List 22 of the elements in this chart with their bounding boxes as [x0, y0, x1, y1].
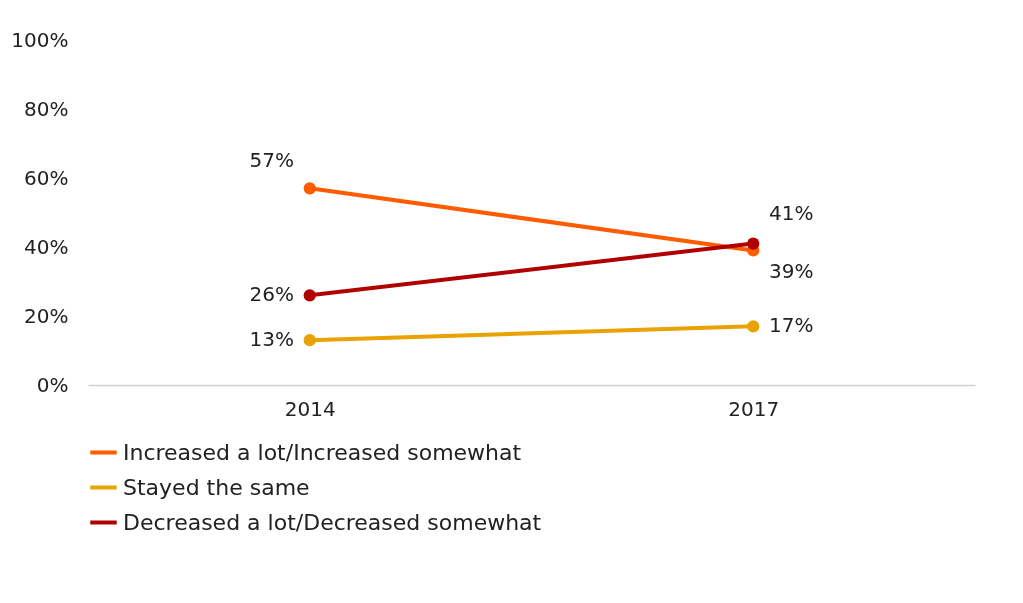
legend-label: Increased a lot/Increased somewhat [123, 439, 522, 465]
point [303, 334, 316, 347]
point [303, 289, 316, 302]
x-tick-label: 2014 [284, 396, 336, 421]
data-label: 57% [249, 148, 294, 173]
point [747, 237, 760, 250]
data-label: 13% [249, 327, 294, 352]
y-tick-label: 40% [24, 234, 69, 259]
x-tick-label: 2017 [728, 396, 780, 421]
legend-label: Stayed the same [123, 474, 310, 500]
y-tick-label: 80% [24, 96, 69, 121]
data-label: 17% [769, 313, 814, 338]
y-tick-label: 0% [36, 372, 69, 397]
point [747, 320, 760, 333]
y-tick-label: 100% [11, 27, 69, 52]
point [303, 182, 316, 195]
y-tick-label: 20% [24, 303, 69, 328]
y-tick-label: 60% [24, 165, 69, 190]
data-label: 26% [249, 282, 294, 307]
data-label: 41% [769, 200, 814, 225]
data-label: 39% [769, 259, 814, 284]
legend-label: Decreased a lot/Decreased somewhat [123, 509, 542, 535]
